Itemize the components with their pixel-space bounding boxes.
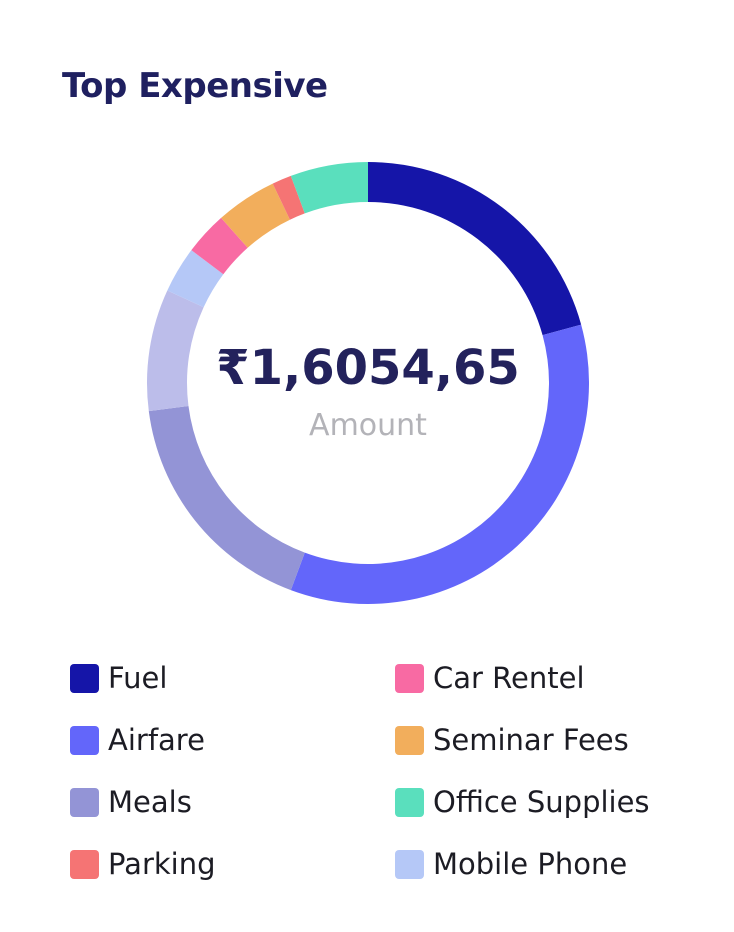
- total-amount: ₹1,6054,65: [216, 340, 520, 396]
- legend-swatch: [395, 787, 424, 817]
- legend-label: Car Rentel: [433, 661, 585, 695]
- legend-swatch: [395, 663, 424, 693]
- donut-segment-meals-light[interactable]: [146, 290, 204, 412]
- legend-label: Parking: [108, 847, 216, 881]
- legend-swatch: [395, 849, 424, 879]
- legend-label: Mobile Phone: [433, 847, 628, 881]
- donut-segment-parking[interactable]: [272, 175, 305, 220]
- legend-label: Fuel: [108, 661, 168, 695]
- legend-item-mobile-phone[interactable]: Mobile Phone: [395, 844, 627, 884]
- donut-segment-mobile-phone[interactable]: [167, 250, 224, 308]
- legend-label: Airfare: [108, 723, 205, 757]
- legend-item-meals[interactable]: Meals: [70, 782, 192, 822]
- legend-item-fuel[interactable]: Fuel: [70, 658, 167, 698]
- legend-label: Meals: [108, 785, 192, 819]
- legend-label: Seminar Fees: [433, 723, 629, 757]
- donut-segment-meals[interactable]: [148, 406, 305, 591]
- legend-item-parking[interactable]: Parking: [70, 844, 216, 884]
- legend-item-office-supplies[interactable]: Office Supplies: [395, 782, 650, 822]
- donut-segment-seminar-fees[interactable]: [221, 183, 290, 248]
- legend-item-car-rentel[interactable]: Car Rentel: [395, 658, 585, 698]
- legend-swatch: [70, 849, 99, 879]
- donut-segment-office-supplies[interactable]: [290, 162, 368, 214]
- chart-legend: Fuel Airfare Meals Parking Car Rentel Seminar…: [70, 658, 710, 898]
- total-amount-label: Amount: [309, 408, 427, 443]
- donut-segment-airfare[interactable]: [290, 324, 589, 604]
- card-title: Top Expensive: [62, 66, 328, 106]
- legend-swatch: [70, 787, 99, 817]
- legend-swatch: [395, 725, 424, 755]
- donut-segment-fuel[interactable]: [368, 162, 582, 336]
- donut-segment-car-rentel[interactable]: [191, 217, 248, 275]
- legend-item-seminar-fees[interactable]: Seminar Fees: [395, 720, 629, 760]
- legend-swatch: [70, 663, 99, 693]
- legend-label: Office Supplies: [433, 785, 650, 819]
- legend-item-airfare[interactable]: Airfare: [70, 720, 205, 760]
- legend-swatch: [70, 725, 99, 755]
